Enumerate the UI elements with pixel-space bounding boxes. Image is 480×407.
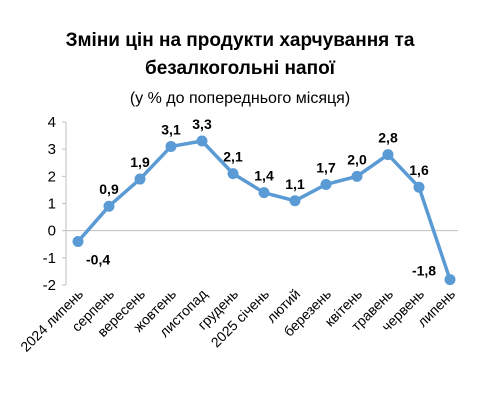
- data-label: 2,0: [347, 151, 367, 167]
- data-point-marker: [196, 135, 208, 147]
- data-point-marker: [413, 181, 425, 193]
- data-point-marker: [72, 236, 84, 248]
- chart-subtitle: (у % до попереднього місяця): [129, 90, 351, 107]
- data-point-marker: [134, 173, 146, 185]
- data-label: -0,4: [86, 252, 110, 268]
- chart-title-line1: Зміни цін на продукти харчування та: [65, 30, 415, 51]
- y-tick-label: -2: [43, 277, 56, 294]
- y-tick-label: 3: [48, 141, 56, 158]
- data-point-marker: [382, 149, 394, 161]
- data-label: -1,8: [412, 263, 436, 279]
- data-label: 2,8: [378, 130, 398, 146]
- y-tick-label: 0: [48, 223, 56, 240]
- data-label: 2,1: [223, 149, 243, 165]
- data-point-marker: [444, 274, 456, 286]
- data-label: 0,9: [99, 181, 119, 197]
- y-tick-label: 4: [48, 114, 56, 131]
- data-point-marker: [258, 187, 270, 199]
- data-label: 1,4: [254, 168, 274, 184]
- data-label: 3,1: [161, 121, 181, 137]
- data-label: 1,6: [409, 162, 429, 178]
- data-point-marker: [320, 178, 332, 190]
- data-point-marker: [351, 170, 363, 182]
- data-point-marker: [227, 168, 239, 180]
- data-point-marker: [103, 200, 115, 212]
- y-tick-label: 1: [48, 196, 56, 213]
- y-tick-label: 2: [48, 168, 56, 185]
- chart-title-line2: безалкогольні напої: [144, 58, 336, 79]
- data-label: 3,3: [192, 116, 212, 132]
- data-point-marker: [165, 140, 177, 152]
- data-label: 1,1: [285, 176, 305, 192]
- data-point-marker: [289, 195, 301, 207]
- data-label: 1,7: [316, 159, 336, 175]
- data-label: 1,9: [130, 154, 150, 170]
- y-tick-label: -1: [43, 250, 56, 267]
